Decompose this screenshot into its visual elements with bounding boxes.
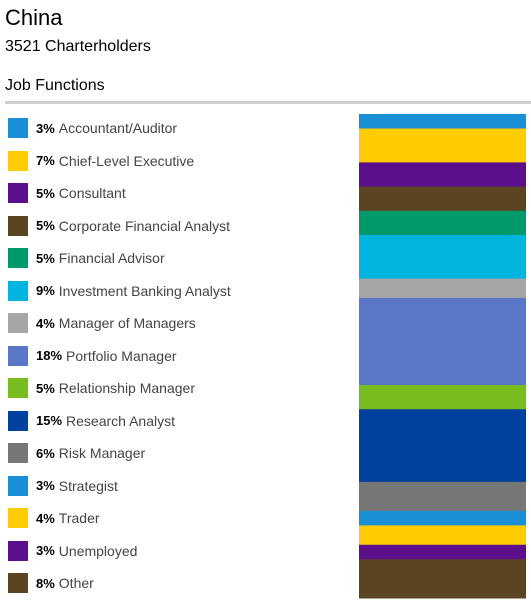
page-title: China <box>5 5 63 30</box>
legend-item: 18% Portfolio Manager <box>8 345 177 367</box>
legend-item: 5% Relationship Manager <box>8 377 195 399</box>
legend-swatch <box>8 508 28 528</box>
section-heading: Job Functions <box>5 77 105 94</box>
bar-segment <box>359 544 526 560</box>
legend-swatch <box>8 313 28 333</box>
legend-label: Corporate Financial Analyst <box>58 217 230 234</box>
legend-percent: 18% <box>36 348 63 363</box>
legend-percent: 5% <box>36 380 55 396</box>
legend-percent: 3% <box>36 478 55 493</box>
legend-swatch <box>8 183 28 203</box>
bar-segment <box>359 128 526 163</box>
bar-segment <box>359 409 526 483</box>
legend-percent: 6% <box>36 445 55 461</box>
legend-swatch <box>8 573 28 593</box>
bar-segment <box>359 559 526 599</box>
bar-segment <box>359 162 526 188</box>
legend-label: Relationship Manager <box>58 380 195 396</box>
legend-percent: 4% <box>36 510 55 526</box>
legend-item: 3% Unemployed <box>8 540 137 562</box>
legend-item: 15% Research Analyst <box>8 410 175 432</box>
legend-label: Consultant <box>58 185 126 201</box>
bar-segment <box>359 235 526 280</box>
legend-label: Risk Manager <box>58 445 146 461</box>
legend-label: Strategist <box>58 477 118 494</box>
legend-label: Accountant/Auditor <box>58 120 178 136</box>
legend-swatch <box>8 118 28 138</box>
legend-swatch <box>8 248 28 268</box>
bar-segment <box>359 210 526 236</box>
legend-percent: 8% <box>36 575 55 591</box>
legend-label: Research Analyst <box>66 412 175 429</box>
section-divider <box>5 101 531 104</box>
legend-label: Other <box>58 575 94 591</box>
legend-item: 5% Corporate Financial Analyst <box>8 215 230 237</box>
legend-swatch <box>8 410 28 431</box>
legend-label: Manager of Managers <box>58 315 196 331</box>
legend-swatch <box>8 345 28 366</box>
legend-percent: 4% <box>36 315 55 331</box>
legend-item: 9% Investment Banking Analyst <box>8 280 231 302</box>
legend-label: Chief-Level Executive <box>58 152 195 169</box>
bar-segment <box>359 481 526 512</box>
legend-swatch <box>8 280 28 301</box>
legend-item: 6% Risk Manager <box>8 442 145 464</box>
legend-percent: 7% <box>36 153 55 168</box>
legend-percent: 5% <box>36 218 55 233</box>
legend-percent: 15% <box>36 413 63 428</box>
legend-item: 7% Chief-Level Executive <box>8 150 194 172</box>
legend-percent: 3% <box>36 543 55 558</box>
bar-segment <box>359 278 526 299</box>
legend-label: Unemployed <box>58 542 138 559</box>
legend-label: Portfolio Manager <box>66 347 177 364</box>
bar-segment <box>359 186 526 212</box>
legend-swatch <box>8 378 28 398</box>
legend-label: Trader <box>58 510 100 526</box>
chart-legend: 3% Accountant/Auditor 7% Chief-Level Execut… <box>8 117 231 594</box>
legend-swatch <box>8 215 28 236</box>
legend-item: 3% Strategist <box>8 475 118 497</box>
legend-item: 5% Consultant <box>8 182 126 204</box>
legend-item: 5% Financial Advisor <box>8 247 165 269</box>
bar-segment <box>359 114 526 130</box>
legend-item: 4% Manager of Managers <box>8 312 196 334</box>
legend-item: 4% Trader <box>8 507 100 529</box>
legend-label: Investment Banking Analyst <box>58 282 231 299</box>
bar-segment <box>359 297 526 386</box>
legend-percent: 5% <box>36 185 55 201</box>
legend-swatch <box>8 150 28 171</box>
legend-item: 8% Other <box>8 572 94 594</box>
legend-swatch <box>8 475 28 496</box>
legend-percent: 3% <box>36 120 55 136</box>
bar-segment <box>359 510 526 526</box>
charterholder-count: 3521 Charterholders <box>5 38 151 55</box>
legend-swatch <box>8 443 28 463</box>
legend-percent: 9% <box>36 283 55 298</box>
legend-percent: 5% <box>36 250 55 266</box>
bar-segment <box>359 385 526 410</box>
bar-segment <box>359 525 526 546</box>
legend-label: Financial Advisor <box>58 250 165 266</box>
legend-item: 3% Accountant/Auditor <box>8 117 177 139</box>
legend-swatch <box>8 540 28 561</box>
